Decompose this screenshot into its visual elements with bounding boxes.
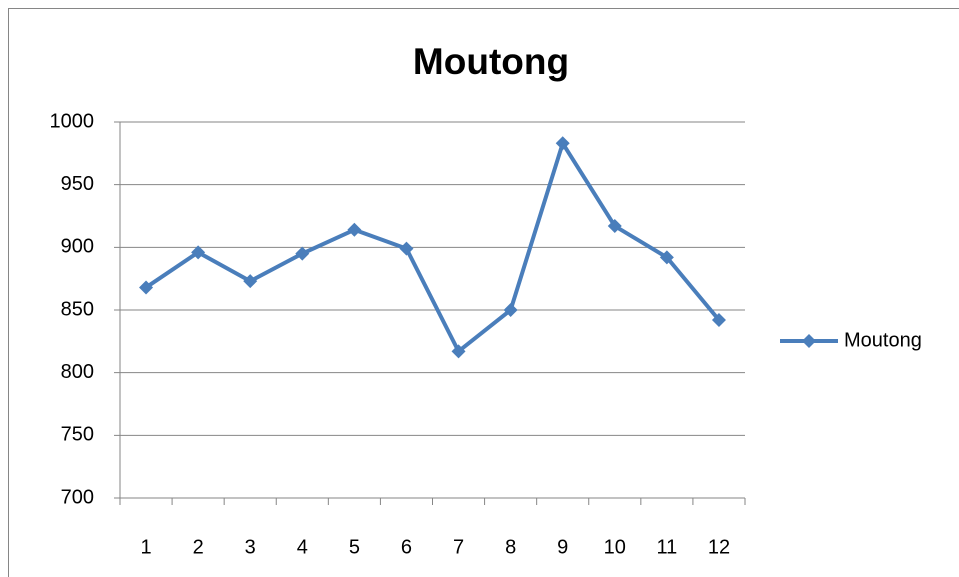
marker — [243, 274, 258, 289]
x-tick-label: 7 — [453, 536, 464, 558]
marker — [555, 136, 570, 151]
y-tick-label: 800 — [61, 361, 94, 383]
x-tick-label: 4 — [297, 536, 308, 558]
y-tick-label: 950 — [61, 173, 94, 195]
marker — [347, 222, 362, 237]
x-tick-label: 11 — [656, 536, 677, 558]
series-line — [144, 141, 721, 354]
chart-title: Moutong — [413, 41, 569, 82]
marker — [711, 313, 726, 328]
chart-border — [8, 8, 959, 577]
legend-marker — [802, 334, 816, 348]
marker — [139, 280, 154, 295]
x-tick-label: 6 — [401, 536, 412, 558]
x-tick-label: 12 — [708, 536, 730, 558]
marker — [451, 344, 466, 359]
marker — [295, 246, 310, 261]
x-tick-label: 5 — [349, 536, 360, 558]
marker — [607, 219, 622, 234]
x-tick-label: 3 — [245, 536, 256, 558]
y-tick-label: 700 — [61, 486, 94, 508]
x-tick-label: 2 — [193, 536, 204, 558]
y-tick-label: 850 — [61, 298, 94, 320]
x-tick-label: 8 — [505, 536, 516, 558]
marker — [191, 245, 206, 260]
y-tick-label: 900 — [61, 236, 94, 258]
y-tick-label: 750 — [61, 424, 94, 446]
marker — [503, 303, 518, 317]
x-tick-label: 10 — [604, 536, 626, 558]
marker — [659, 250, 674, 265]
legend-label: Moutong — [844, 329, 922, 351]
x-tick-label: 1 — [140, 536, 151, 558]
y-tick-label: 1000 — [50, 110, 95, 132]
marker — [399, 241, 414, 256]
x-tick-label: 9 — [557, 536, 568, 558]
